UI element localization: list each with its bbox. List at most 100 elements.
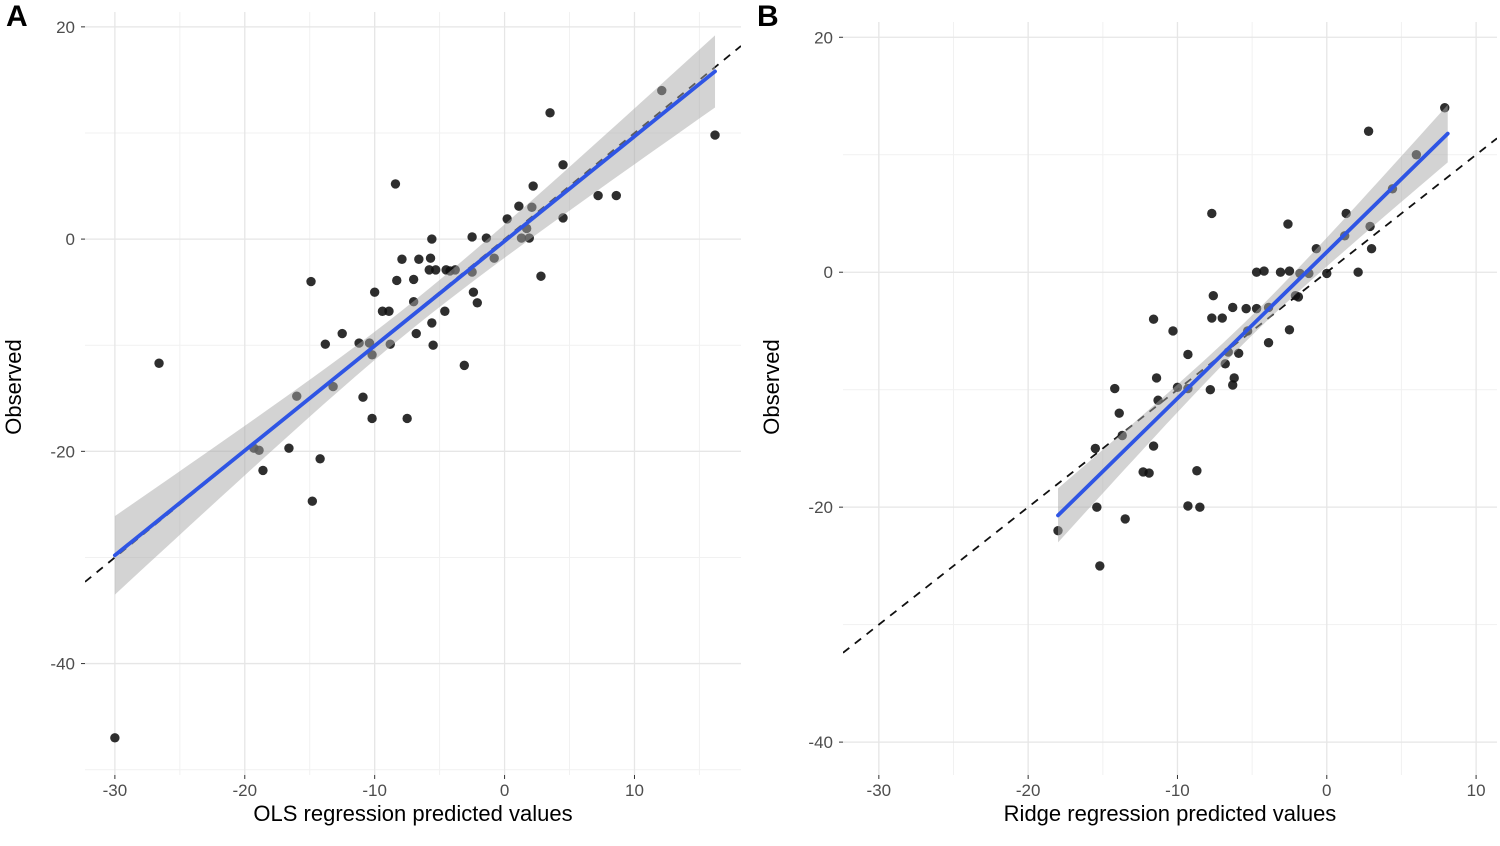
x-tick-label: 0 (500, 781, 509, 800)
data-point (440, 306, 450, 316)
y-tick-label: 20 (814, 28, 833, 47)
scatter-points (110, 85, 720, 743)
data-point (1259, 266, 1269, 276)
data-point (1228, 380, 1238, 390)
data-point (110, 733, 120, 743)
y-tick-label: 0 (66, 230, 75, 249)
data-point (1205, 384, 1216, 395)
x-tick-label: -20 (1016, 781, 1041, 800)
data-point (1283, 219, 1293, 229)
data-point (428, 340, 438, 350)
panel-a: -30 -20 -10 0 10 20 0 -20 -40 (50, 12, 741, 800)
axis-ticks: -30 -20 -10 0 10 20 0 -20 -40 (808, 28, 1485, 800)
x-tick-label: -10 (362, 781, 387, 800)
data-point (611, 190, 621, 201)
x-tick-label: -30 (103, 781, 128, 800)
data-point (425, 253, 436, 263)
data-point (427, 234, 437, 244)
x-tick-label: 0 (1322, 781, 1331, 800)
data-point (320, 339, 331, 349)
data-point (1229, 373, 1239, 383)
data-point (414, 254, 424, 264)
data-point (468, 287, 479, 297)
data-point (467, 232, 477, 242)
data-point (390, 179, 401, 189)
data-point (514, 201, 524, 211)
data-point (424, 265, 434, 275)
data-point (1251, 267, 1262, 277)
data-point (402, 413, 412, 424)
data-point (358, 392, 368, 402)
data-point (431, 265, 441, 275)
data-point (1183, 349, 1193, 360)
data-point (1120, 514, 1130, 524)
regression-line (1056, 131, 1450, 518)
data-point (427, 318, 437, 328)
data-point (1144, 468, 1154, 478)
data-point (377, 306, 388, 316)
data-point (1148, 314, 1159, 324)
data-point (408, 274, 419, 285)
data-point (1284, 266, 1295, 276)
data-point (1241, 303, 1251, 314)
data-point (1263, 338, 1274, 348)
panel-b: -30 -20 -10 0 10 20 0 -20 -40 (808, 22, 1497, 800)
panel-a-tag: A (6, 0, 28, 33)
data-point (1208, 291, 1219, 301)
data-point (1353, 267, 1363, 277)
data-point (315, 454, 325, 464)
data-point (384, 306, 394, 316)
data-point (306, 276, 316, 287)
x-tick-label: -30 (867, 781, 892, 800)
gridlines (85, 12, 741, 775)
data-point (1284, 325, 1295, 335)
data-point (1228, 302, 1238, 313)
data-point (392, 275, 402, 286)
x-tick-label: 10 (1467, 781, 1486, 800)
data-point (545, 108, 555, 118)
x-tick-label: -20 (232, 781, 257, 800)
x-tick-label: -10 (1165, 781, 1190, 800)
data-point (284, 443, 294, 453)
data-point (1275, 267, 1286, 277)
data-point (1192, 466, 1202, 476)
data-point (1151, 373, 1162, 383)
data-point (1233, 348, 1244, 358)
data-point (1363, 126, 1374, 136)
data-point (536, 271, 546, 281)
data-point (307, 496, 318, 506)
y-tick-label: -40 (50, 655, 75, 674)
identity-dashed-line (843, 137, 1497, 654)
data-point (1114, 408, 1124, 418)
data-point (1217, 313, 1227, 323)
data-point (397, 254, 407, 264)
data-point (1095, 561, 1105, 571)
data-point (1207, 208, 1217, 219)
data-point (472, 298, 483, 308)
panel-a-x-axis-title: OLS regression predicted values (253, 801, 573, 826)
y-tick-label: -40 (808, 733, 833, 752)
data-point (1168, 326, 1178, 336)
panel-b-y-axis-title: Observed (759, 339, 784, 435)
data-point (1207, 313, 1217, 323)
data-point (593, 190, 603, 201)
data-point (1090, 443, 1101, 454)
y-tick-label: -20 (808, 498, 833, 517)
panel-b-x-axis-title: Ridge regression predicted values (1003, 801, 1337, 826)
data-point (1148, 441, 1159, 451)
y-tick-label: -20 (50, 442, 75, 461)
x-tick-label: 10 (625, 781, 644, 800)
axis-ticks: -30 -20 -10 0 10 20 0 -20 -40 (50, 18, 644, 800)
data-point (710, 130, 720, 140)
data-point (258, 465, 268, 476)
data-point (1183, 501, 1193, 511)
data-point (1195, 502, 1205, 512)
data-point (337, 328, 347, 339)
data-point (1110, 383, 1120, 394)
gridlines (843, 22, 1497, 775)
regression-line (112, 69, 717, 558)
y-tick-label: 0 (824, 263, 833, 282)
y-tick-label: 20 (56, 18, 75, 37)
